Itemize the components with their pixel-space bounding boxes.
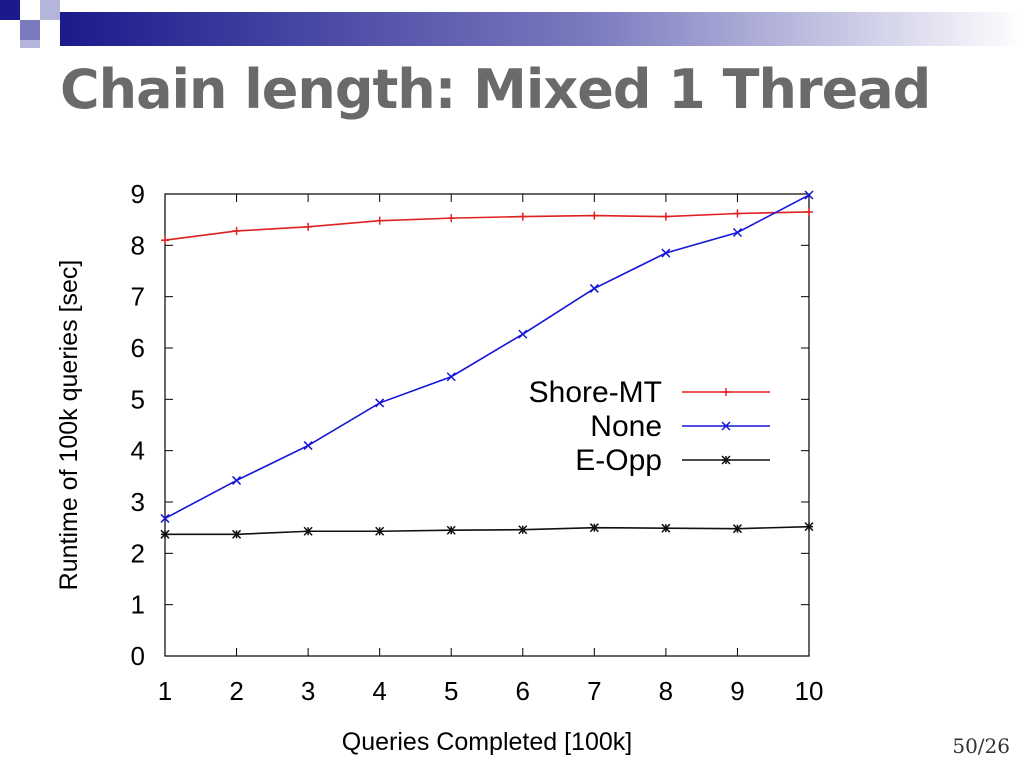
data-point-e-opp [446, 525, 456, 535]
banner-square [20, 0, 40, 20]
data-point-shore-mt [375, 216, 384, 225]
header-banner [0, 0, 1024, 48]
banner-square [40, 20, 60, 40]
legend-marker-e-opp [721, 455, 731, 465]
x-tick-label: 9 [730, 676, 744, 706]
data-point-shore-mt [518, 212, 527, 221]
slide-number: 50/26 [952, 734, 1010, 758]
x-tick-label: 7 [587, 676, 601, 706]
data-point-none [446, 372, 456, 382]
data-point-e-opp [232, 529, 242, 539]
data-point-e-opp [160, 529, 170, 539]
banner-square [20, 40, 40, 48]
x-tick-label: 4 [372, 676, 386, 706]
series-line-e-opp [165, 525, 810, 536]
data-point-none [804, 190, 814, 200]
legend-label-shore-mt: Shore-MT [529, 376, 662, 409]
data-point-e-opp [375, 526, 385, 536]
y-tick-label: 4 [131, 436, 145, 466]
legend-label-none: None [590, 410, 662, 443]
page-title: Chain length: Mixed 1 Thread [60, 58, 931, 121]
x-tick-label: 6 [516, 676, 530, 706]
data-point-shore-mt [447, 214, 456, 223]
data-point-e-opp [303, 526, 313, 536]
y-tick-label: 0 [131, 641, 145, 671]
y-tick-label: 7 [131, 282, 145, 312]
y-axis-label: Runtime of 100k queries [sec] [55, 260, 83, 591]
legend-label-e-opp: E-Opp [575, 444, 662, 477]
data-point-e-opp [732, 524, 742, 534]
y-tick-label: 3 [131, 487, 145, 517]
data-point-shore-mt [733, 209, 742, 218]
data-point-none [303, 441, 313, 451]
data-point-none [232, 475, 242, 485]
legend-marker-shore-mt [722, 388, 730, 396]
data-point-none [160, 513, 170, 523]
data-point-shore-mt [232, 226, 241, 235]
data-point-none [661, 248, 671, 258]
x-tick-label: 5 [444, 676, 458, 706]
y-tick-label: 2 [131, 538, 145, 568]
y-tick-label: 1 [131, 590, 145, 620]
data-point-none [589, 283, 599, 293]
x-axis-label: Queries Completed [100k] [342, 728, 632, 756]
banner-gradient-bar [60, 12, 1024, 46]
x-tick-label: 2 [229, 676, 243, 706]
data-point-none [375, 398, 385, 408]
data-point-e-opp [804, 522, 814, 532]
x-tick-label: 10 [795, 676, 824, 706]
data-point-none [732, 227, 742, 238]
data-point-shore-mt [661, 212, 670, 221]
x-tick-label: 3 [301, 676, 315, 706]
series-line-none [164, 194, 810, 520]
y-tick-label: 6 [131, 333, 145, 363]
plot-area [164, 193, 810, 657]
banner-square [0, 20, 20, 40]
x-tick-label: 1 [158, 676, 172, 706]
data-point-shore-mt [805, 207, 813, 216]
data-point-e-opp [589, 523, 599, 533]
data-point-e-opp [518, 525, 528, 535]
data-point-e-opp [661, 523, 671, 533]
legend-marker-none [721, 421, 731, 431]
data-point-none [518, 329, 528, 339]
y-tick-label: 9 [131, 179, 145, 209]
y-tick-label: 8 [131, 230, 145, 260]
banner-square [40, 0, 60, 20]
y-tick-label: 5 [131, 384, 145, 414]
series-line-shore-mt [164, 211, 810, 241]
x-tick-label: 8 [659, 676, 673, 706]
banner-square [20, 20, 40, 40]
banner-square [0, 0, 20, 20]
data-point-shore-mt [304, 222, 313, 231]
data-point-shore-mt [590, 211, 599, 220]
data-point-shore-mt [161, 236, 169, 245]
